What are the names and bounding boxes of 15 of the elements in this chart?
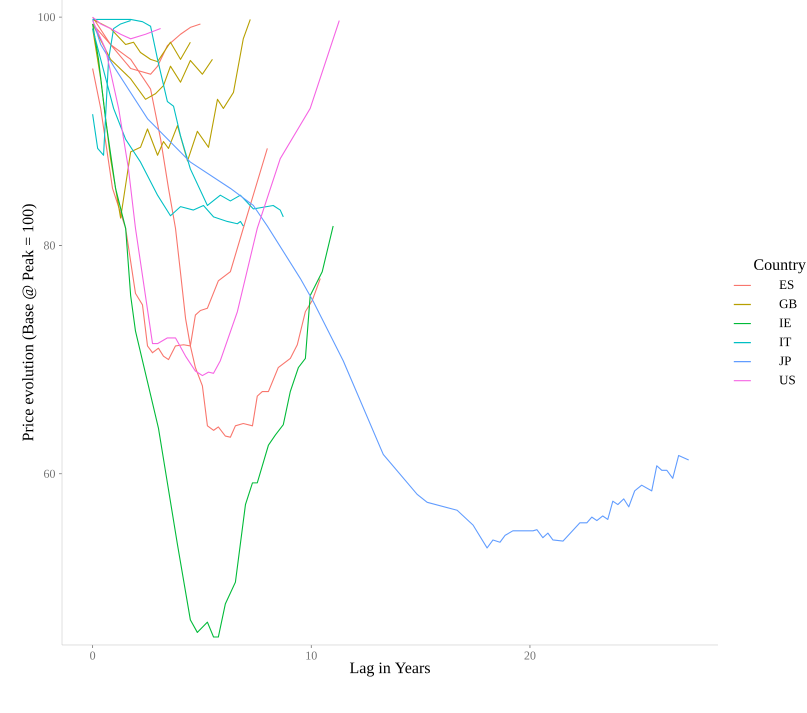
y-tick-label: 60 [44, 470, 56, 478]
legend-label: ES [779, 280, 794, 290]
y-axis-title: Price evolution (Base @ Peak = 100) [22, 204, 37, 441]
y-tick-label: 80 [44, 241, 56, 250]
x-tick-label: 20 [524, 652, 536, 660]
legend-label: US [779, 376, 795, 384]
legend-label: IE [780, 318, 791, 328]
legend-label: GB [780, 299, 796, 308]
x-axis-title: Lag in Years [350, 662, 430, 677]
legend-title: Country [754, 259, 806, 274]
y-tick-label: 100 [38, 13, 56, 22]
legend-label: JP [779, 356, 791, 366]
x-tick-label: 10 [306, 652, 317, 660]
legend-label: IT [780, 338, 792, 346]
x-tick-label: 0 [90, 652, 96, 660]
